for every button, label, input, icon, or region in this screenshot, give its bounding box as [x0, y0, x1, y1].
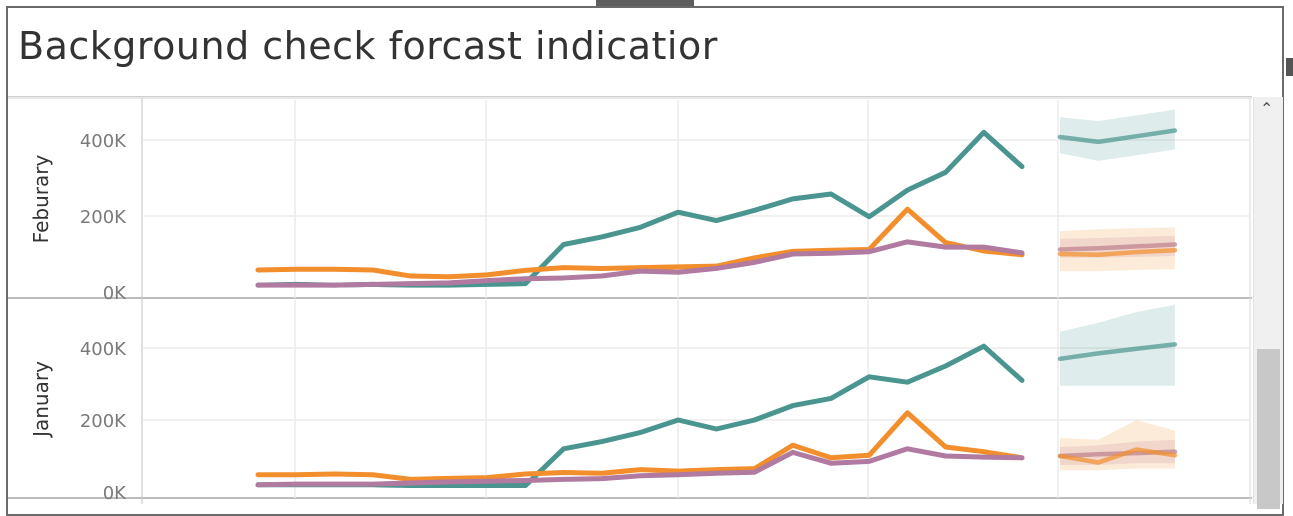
- panel-feburary-series-line-orange: [255, 206, 1025, 280]
- panel-january-series-line-purple: [255, 446, 1025, 488]
- panel-feburary-row-label: Feburary: [29, 155, 53, 244]
- panel-january-ytick-label: 0K: [103, 483, 127, 504]
- scroll-thumb[interactable]: [1257, 349, 1280, 509]
- panel-january-ytick-label: 400K: [80, 339, 127, 360]
- panel-feburary-ytick-label: 400K: [80, 131, 127, 152]
- chart-area: 400K 200K 0K Feburary 400K 200K 0K January: [8, 97, 1252, 504]
- panel-feburary-series-line-purple: [255, 239, 1025, 288]
- panel-feburary-forecast-band-orange: [1060, 227, 1175, 272]
- panel-january-forecast-line-orange: [1057, 447, 1178, 465]
- panel-feburary-ytick-label: 200K: [80, 207, 127, 228]
- vertical-scrollbar[interactable]: ⌃: [1253, 97, 1283, 509]
- panel-feburary-forecast-line-teal: [1057, 128, 1178, 145]
- title-divider: [8, 96, 1252, 97]
- panel-feburary-forecast-line-orange: [1057, 247, 1178, 258]
- panel-feburary-forecast-band-teal: [1060, 109, 1175, 161]
- panel-january-ytick-label: 200K: [80, 411, 127, 432]
- side-handle[interactable]: [1286, 58, 1293, 76]
- top-tab[interactable]: [596, 0, 694, 6]
- panel-feburary-ytick-label: 0K: [103, 283, 127, 304]
- panel-feburary-forecast-line-purple: [1057, 242, 1178, 252]
- panel-january-forecast-line-teal: [1057, 342, 1178, 362]
- panel-january-forecast-band-orange: [1060, 420, 1175, 471]
- panel-january-series-line-orange: [255, 410, 1025, 482]
- panel-january-forecast-band-teal: [1060, 304, 1175, 386]
- chevron-up-icon[interactable]: ⌃: [1260, 99, 1274, 118]
- panel-january-row-label: January: [29, 361, 53, 439]
- chart-title: Background check forcast indicatior: [18, 24, 718, 68]
